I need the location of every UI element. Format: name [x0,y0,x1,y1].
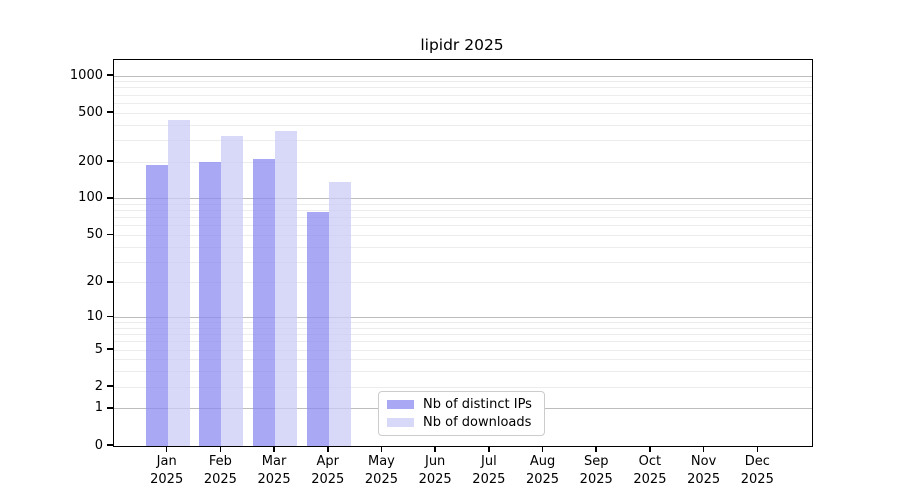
y-tick-label-100: 100 [78,190,103,206]
bar-downloads-apr-2025 [328,181,351,446]
y-tick-mark-1 [107,407,113,409]
legend-item-distinct-ips: Nb of distinct IPs [387,397,544,412]
legend-label-downloads: Nb of downloads [423,415,532,430]
y-tick-label-0: 0 [94,437,103,453]
x-tick-label-jul-2025: Jul 2025 [472,454,506,487]
x-tick-label-mar-2025: Mar 2025 [257,454,291,487]
gridline-10 [114,317,812,319]
x-tick-mark-sep-2025 [595,446,597,452]
x-tick-mark-jun-2025 [434,446,436,452]
y-tick-label-1000: 1000 [69,67,103,83]
bar-downloads-jan-2025 [167,119,190,446]
x-tick-mark-mar-2025 [273,446,275,452]
y-tick-label-2: 2 [94,378,103,394]
x-tick-label-dec-2025: Dec 2025 [740,454,774,487]
gridline-30 [114,261,812,263]
plot-area [113,59,813,447]
x-tick-label-apr-2025: Apr 2025 [311,454,345,487]
gridline-400 [114,124,812,126]
x-tick-label-jun-2025: Jun 2025 [418,454,452,487]
y-tick-mark-20 [107,281,113,283]
y-tick-mark-100 [107,197,113,199]
bar-distinct-ips-mar-2025 [253,158,276,446]
y-tick-mark-10 [107,315,113,318]
gridline-4 [114,359,812,361]
x-tick-mark-aug-2025 [541,446,544,452]
gridline-9 [114,322,812,324]
x-tick-label-feb-2025: Feb 2025 [203,454,237,487]
y-tick-mark-50 [107,233,113,236]
gridline-200 [114,161,812,163]
gridline-700 [114,94,812,96]
gridline-70 [114,217,812,219]
gridline-1000 [114,75,812,77]
bar-downloads-mar-2025 [275,130,298,446]
bar-downloads-feb-2025 [221,136,244,446]
x-tick-mark-jan-2025 [165,446,168,452]
gridline-800 [114,87,812,89]
x-tick-mark-dec-2025 [756,446,759,452]
gridline-300 [114,139,812,141]
chart-title: lipidr 2025 [420,36,504,54]
x-tick-label-jan-2025: Jan 2025 [150,454,184,487]
x-tick-mark-may-2025 [380,446,383,452]
x-tick-mark-apr-2025 [327,446,329,452]
x-tick-label-aug-2025: Aug 2025 [525,454,560,487]
bar-distinct-ips-apr-2025 [306,212,329,446]
gridline-50 [114,234,812,236]
y-tick-mark-2 [107,385,113,387]
legend-swatch-distinct-ips-icon [387,400,414,409]
x-tick-label-oct-2025: Oct 2025 [633,454,667,487]
x-tick-label-may-2025: May 2025 [364,454,398,487]
y-tick-mark-500 [107,111,113,113]
y-tick-mark-200 [107,160,113,162]
bar-distinct-ips-jan-2025 [145,165,168,446]
y-tick-label-200: 200 [78,153,103,169]
gridline-5 [114,349,812,351]
y-tick-label-50: 50 [86,226,103,242]
x-tick-mark-feb-2025 [219,446,222,452]
y-tick-mark-0 [107,444,113,446]
y-tick-label-20: 20 [86,274,103,290]
x-tick-mark-oct-2025 [649,446,651,452]
y-tick-label-500: 500 [78,104,103,120]
bar-distinct-ips-feb-2025 [199,162,222,446]
x-tick-mark-nov-2025 [702,446,705,452]
legend-label-distinct-ips: Nb of distinct IPs [423,397,532,412]
gridline-500 [114,112,812,114]
gridline-60 [114,225,812,227]
gridline-20 [114,282,812,284]
y-tick-label-10: 10 [86,309,103,325]
legend-swatch-downloads-icon [387,418,414,427]
y-tick-label-5: 5 [94,341,103,357]
gridline-7 [114,334,812,336]
gridline-2 [114,386,812,388]
x-tick-mark-jul-2025 [488,446,490,452]
gridline-100 [114,198,812,200]
gridline-40 [114,246,812,248]
y-tick-mark-5 [107,348,113,350]
legend: Nb of distinct IPs Nb of downloads [378,391,545,436]
gridline-3 [114,371,812,373]
gridline-80 [114,210,812,212]
gridline-900 [114,81,812,83]
x-tick-label-sep-2025: Sep 2025 [579,454,613,487]
gridline-90 [114,203,812,205]
gridline-8 [114,327,812,329]
y-tick-mark-1000 [107,74,113,76]
gridline-600 [114,102,812,104]
gridline-6 [114,341,812,343]
legend-item-downloads: Nb of downloads [387,415,544,430]
y-tick-label-1: 1 [94,400,103,416]
x-tick-label-nov-2025: Nov 2025 [687,454,721,487]
